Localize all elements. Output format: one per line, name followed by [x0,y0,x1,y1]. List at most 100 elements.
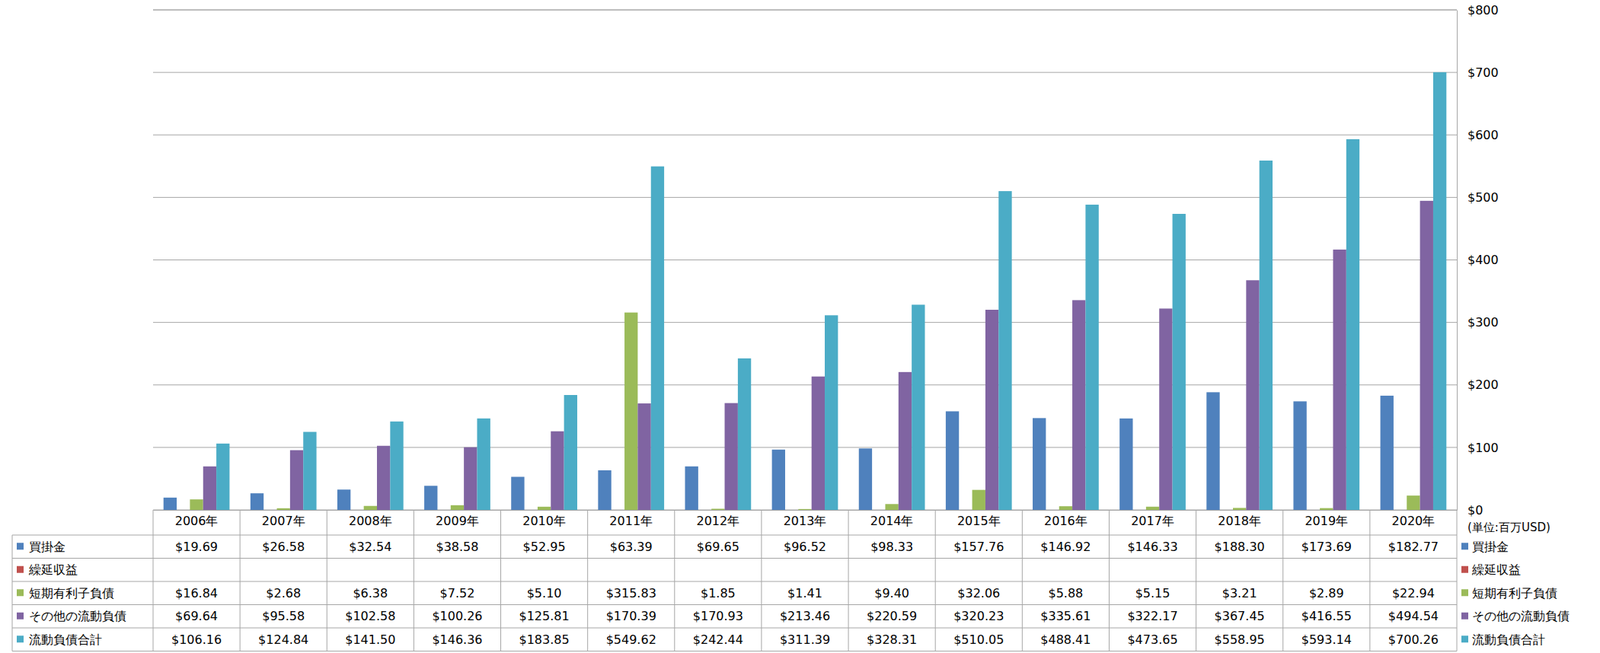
table-value: $170.93 [693,609,744,624]
legend-key [16,635,24,643]
table-line [673,510,675,652]
table-value: $220.59 [866,609,917,624]
tick: 2009年 [435,514,480,529]
table-value: $5.88 [1047,586,1083,601]
tick: 2015年 [957,514,1001,529]
table-line [12,535,13,652]
series [189,312,1420,511]
bar [463,447,477,511]
table-value: $213.46 [779,609,831,624]
tick-label: 2014年 [870,514,914,529]
table-line [326,510,328,652]
bar [1259,160,1273,511]
bar [911,304,925,511]
tick: $700 [1456,65,1499,80]
bar [250,493,264,511]
tick-label: 2009年 [435,514,480,529]
table-value: $1.85 [700,586,736,601]
bar [389,421,403,511]
bar [189,499,203,511]
bar [337,489,351,511]
table-line [587,510,588,652]
bar [724,403,738,511]
table-value: $95.58 [261,609,305,624]
legend-label: その他の流動負債 [1472,609,1570,624]
table-value: $5.15 [1135,586,1171,601]
bar [163,498,177,511]
legend-key [1461,566,1469,574]
tick: $400 [1456,252,1499,268]
bar [1146,507,1160,511]
bar [624,312,638,511]
table-value: $69.65 [696,539,740,555]
y-axis: $0$100$200$300$400$500$600$700$800 [1456,3,1499,518]
tick-label: $0 [1467,503,1483,518]
bar [1406,495,1420,511]
tick-label: $800 [1467,3,1499,18]
tick-label: 2018年 [1217,514,1262,529]
tick: 2006年 [175,514,219,529]
table-value: $188.30 [1214,539,1265,555]
legend-key [16,566,24,574]
bar [1420,201,1434,511]
tick: $200 [1456,377,1499,393]
legend-key [16,589,24,597]
table-line [1369,510,1371,652]
tick-label: 2016年 [1044,514,1088,529]
table-value: $100.26 [431,609,483,624]
bar [811,376,825,511]
bar [1085,204,1099,511]
bar [884,504,898,511]
table-value: $2.89 [1309,586,1345,601]
data-table: 2006年2007年2008年2009年2010年2011年2012年2013年… [12,510,1570,652]
bar [510,477,524,511]
tick: 2019年 [1304,514,1348,529]
bar [1059,506,1073,511]
table-line [1108,510,1110,652]
table-value: $311.39 [779,632,831,648]
bars [163,72,1447,511]
tick-label: 2015年 [957,514,1001,529]
bar [711,508,725,511]
bar [1072,300,1086,511]
legend-key [1461,542,1469,550]
table-value: $22.94 [1392,586,1435,601]
table-value: $102.58 [344,609,396,624]
bar [1433,72,1447,511]
bar [550,431,564,511]
bar [1159,308,1173,511]
table-value: $96.52 [783,539,827,555]
table-value: $146.92 [1040,539,1091,555]
tick-label: $200 [1467,377,1499,393]
table-line [1282,510,1284,652]
table-value: $32.06 [957,586,1000,601]
bar [203,466,217,511]
row-label: 繰延収益 [28,562,78,578]
axis-line [153,510,1458,511]
table-value: $19.69 [175,539,218,555]
bar [1293,401,1307,511]
grid [153,9,1457,511]
table-value: $1.41 [787,586,823,601]
grid-line [153,72,1457,74]
tick: 2014年 [870,514,914,529]
table-value: $335.61 [1040,609,1091,624]
tick: 2008年 [348,514,393,529]
table-value: $52.95 [523,539,566,555]
bar [1172,213,1186,511]
bar [1346,139,1360,511]
tick: 2007年 [261,514,306,529]
bar [1206,392,1220,511]
table-line [12,628,1457,630]
tick-label: $700 [1467,65,1499,80]
bar [737,358,751,511]
table-value: $124.84 [258,632,309,648]
bar [1319,508,1333,511]
legend-label: 流動負債合計 [1472,632,1546,648]
bar [945,411,959,511]
tick: 2010年 [522,514,566,529]
tick-label: $600 [1467,127,1499,143]
bar [637,403,651,511]
bar [824,315,838,511]
legend-label: 買掛金 [1472,539,1509,555]
